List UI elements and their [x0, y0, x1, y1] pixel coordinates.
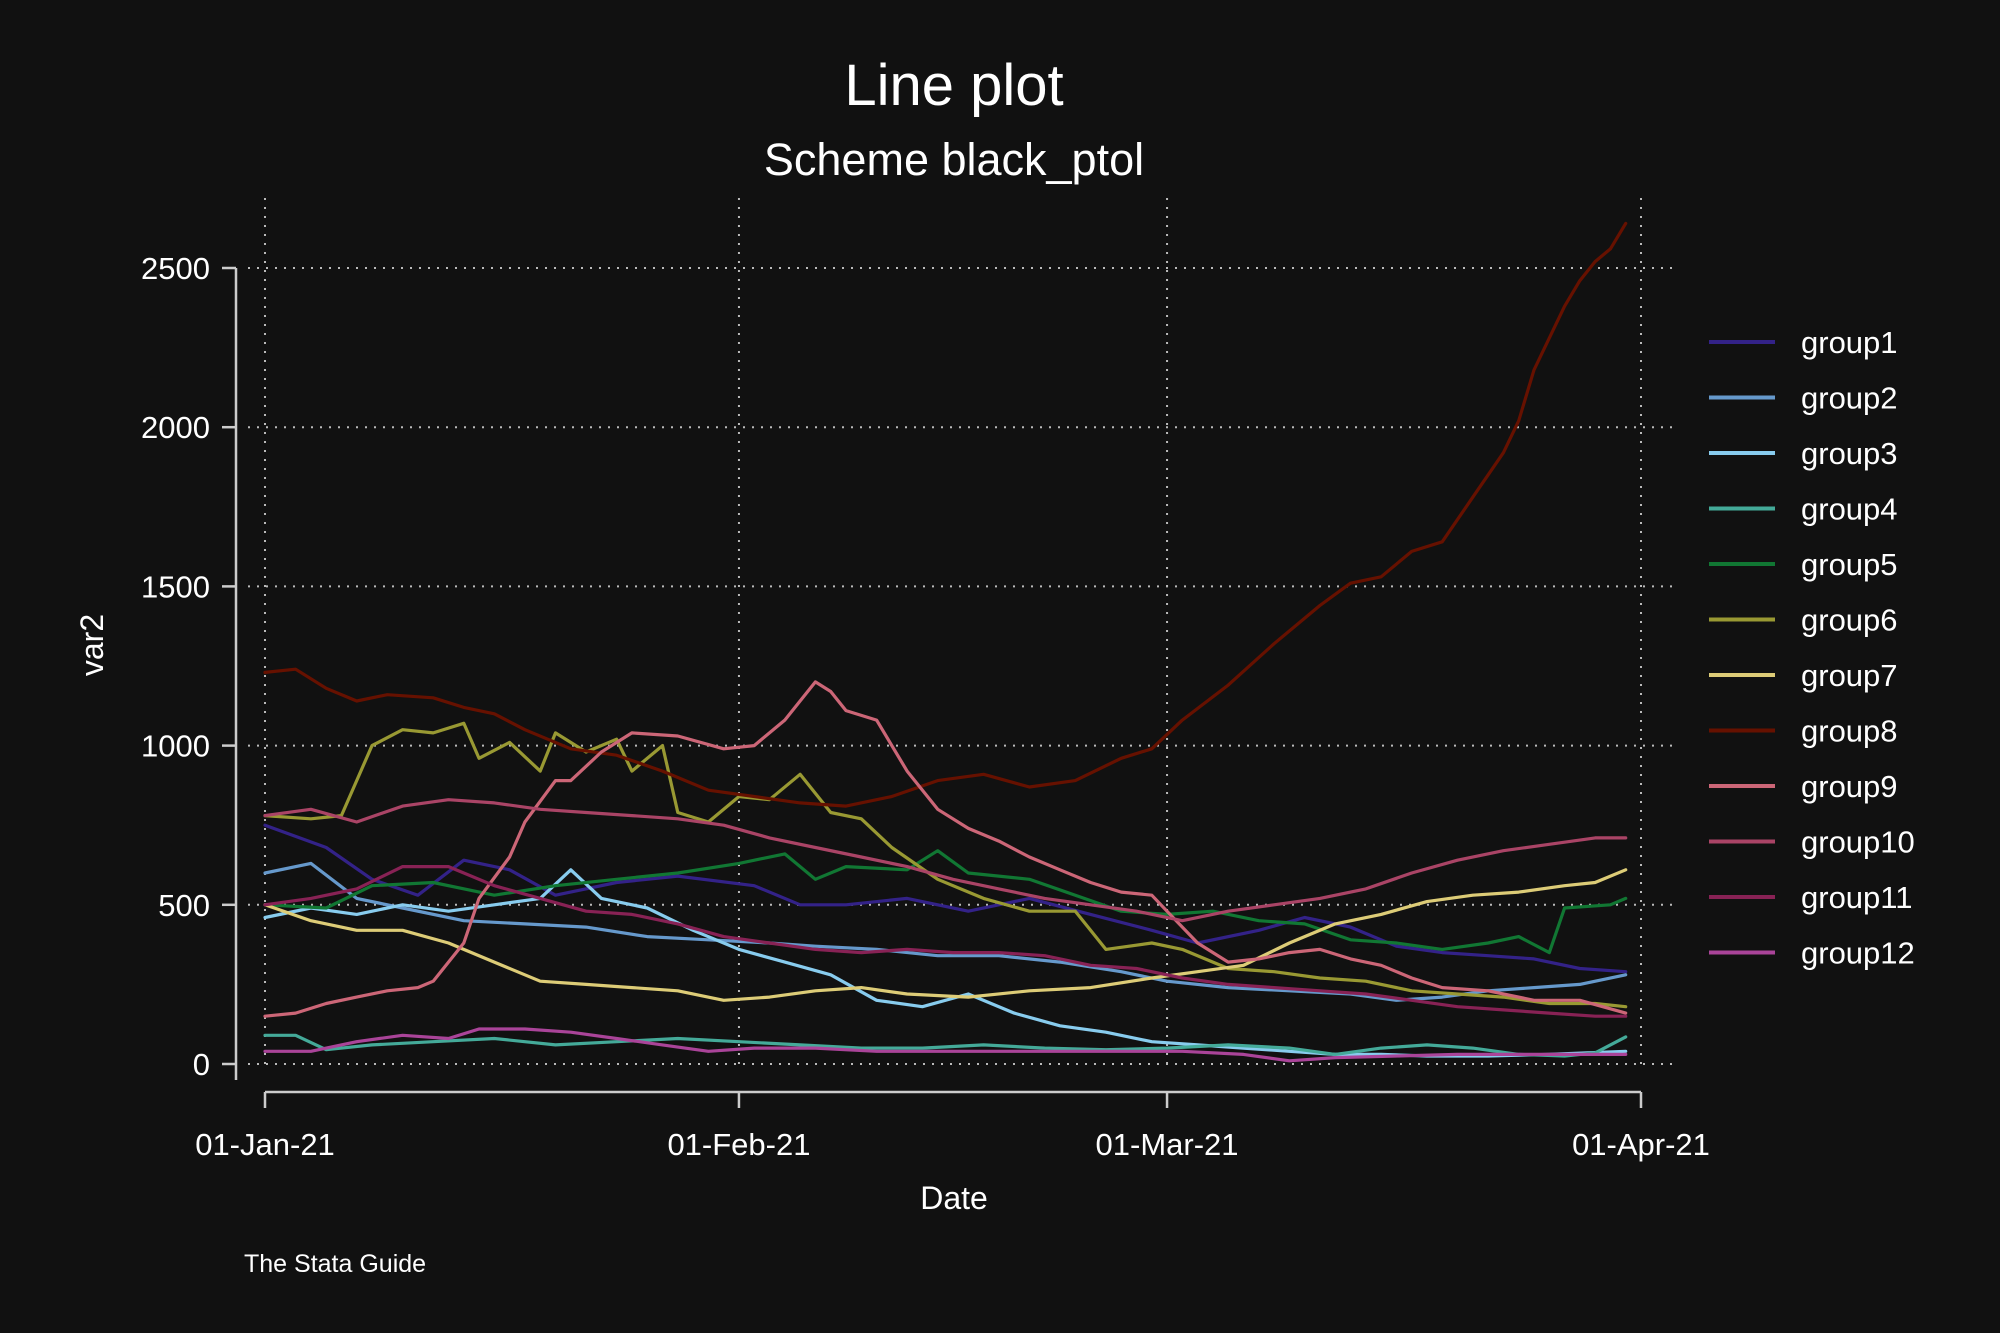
legend-label: group1 [1801, 325, 1898, 360]
y-tick-label: 500 [158, 888, 210, 923]
series-line-group10 [263, 798, 1628, 923]
y-tick-label: 0 [193, 1047, 210, 1082]
y-tick-label: 2000 [141, 410, 210, 445]
y-tick-label: 1000 [141, 729, 210, 764]
series-line-group8 [263, 221, 1628, 808]
series-lines [263, 221, 1628, 1063]
series-line-group11 [263, 865, 1628, 1018]
legend-label: group3 [1801, 436, 1898, 471]
legend-item-group5: group5 [1709, 547, 1898, 582]
series-line-group6 [263, 721, 1628, 1009]
legend-item-group11: group11 [1709, 880, 1912, 915]
x-tick-label: 01-Mar-21 [1096, 1127, 1239, 1162]
legend-label: group9 [1801, 769, 1898, 804]
legend-item-group4: group4 [1709, 492, 1898, 527]
legend: group1 group2 group3 group4 group5 group6 grou… [1709, 325, 1915, 971]
gridlines [248, 198, 1672, 1068]
x-tick-label: 01-Jan-21 [195, 1127, 335, 1162]
legend-label: group8 [1801, 714, 1898, 749]
legend-item-group1: group1 [1709, 325, 1898, 360]
chart-note: The Stata Guide [244, 1250, 426, 1278]
series-line-group7 [263, 868, 1628, 1002]
x-tick-label: 01-Apr-21 [1572, 1127, 1710, 1162]
legend-item-group7: group7 [1709, 658, 1898, 693]
legend-item-group10: group10 [1709, 825, 1915, 860]
series-line-group4 [263, 1033, 1628, 1058]
legend-item-group6: group6 [1709, 603, 1898, 638]
series-line-group5 [263, 849, 1628, 955]
series-line-group12 [263, 1027, 1628, 1063]
legend-label: group7 [1801, 658, 1898, 693]
legend-label: group6 [1801, 603, 1898, 638]
legend-label: group12 [1801, 936, 1915, 971]
legend-label: group10 [1801, 825, 1915, 860]
legend-item-group12: group12 [1709, 936, 1915, 971]
series-line-group2 [263, 861, 1628, 1002]
legend-item-group9: group9 [1709, 769, 1898, 804]
legend-label: group4 [1801, 492, 1898, 527]
legend-label: group5 [1801, 547, 1898, 582]
legend-item-group3: group3 [1709, 436, 1898, 471]
y-axis-title: var2 [74, 614, 110, 676]
y-tick-label: 1500 [141, 569, 210, 604]
legend-label: group11 [1801, 880, 1912, 915]
legend-label: group2 [1801, 381, 1898, 416]
series-line-group9 [263, 680, 1628, 1018]
legend-item-group2: group2 [1709, 381, 1898, 416]
x-axis-title: Date [920, 1180, 988, 1216]
y-tick-label: 2500 [141, 251, 210, 286]
axes: 0 500 1000 1500 2000 2500 01-Jan-21 01-Feb-21 01… [141, 251, 1710, 1162]
x-tick-label: 01-Feb-21 [667, 1127, 810, 1162]
legend-item-group8: group8 [1709, 714, 1898, 749]
chart-title: Line plot [844, 53, 1063, 118]
chart-subtitle: Scheme black_ptol [764, 134, 1144, 185]
series-line-group1 [263, 823, 1628, 974]
